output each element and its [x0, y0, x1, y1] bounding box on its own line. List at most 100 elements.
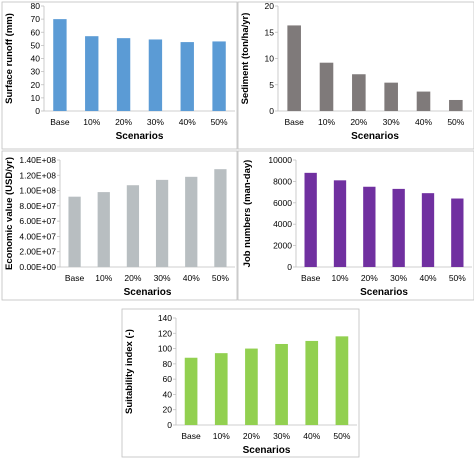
y-tick-label: 1.00E+08 [19, 186, 56, 196]
bar-40pct [305, 340, 319, 425]
x-tick-label: Base [284, 117, 304, 127]
y-tick-label: 40 [31, 54, 41, 64]
x-tick-label: 50% [333, 431, 350, 441]
y-tick-label: 50 [31, 40, 41, 50]
y-tick-label: 20 [163, 405, 173, 415]
y-tick-label: 120 [158, 328, 172, 338]
y-tick-label: 5 [269, 80, 274, 90]
x-tick-label: 30% [390, 273, 407, 283]
y-tick-label: 0 [269, 106, 274, 116]
bar-20pct [126, 185, 140, 267]
y-tick-label: 2000 [273, 241, 292, 251]
bar-50pct [335, 336, 349, 425]
x-tick-label: 10% [318, 117, 335, 127]
chart-panel-4: 0 2000 4000 6000 8000 10000 Base 10% 20% 30% 40% 50… [237, 150, 474, 301]
x-tick-label: Base [65, 273, 85, 283]
y-tick-label: 1.40E+08 [19, 155, 56, 165]
chart-panel-5: 0 20 40 60 80 100 120 140 Base 10% 20% 30% 40% 50% Sce… [121, 308, 360, 458]
y-axis-title: Job numbers (man-day) [242, 160, 253, 268]
y-tick-label: 40 [163, 389, 173, 399]
y-tick-label: 70 [31, 14, 41, 24]
bar-50pct [214, 169, 227, 267]
x-tick-label: 30% [147, 117, 164, 127]
x-tick-label: Base [50, 117, 70, 127]
x-tick-label: 30% [383, 117, 400, 127]
bar-10pct [333, 180, 347, 267]
x-tick-label: 20% [124, 273, 141, 283]
bar-base [184, 357, 198, 425]
chart-frame [237, 150, 474, 301]
y-tick-label: 80 [31, 1, 41, 11]
x-axis-title: Scenarios [243, 445, 291, 456]
x-tick-label: 10% [95, 273, 112, 283]
x-tick-label: 50% [211, 117, 228, 127]
y-tick-label: 0.00E+00 [19, 262, 56, 272]
x-tick-label: 40% [303, 431, 320, 441]
bar-20pct [245, 348, 258, 425]
x-tick-label: 40% [179, 117, 196, 127]
bar-50pct [451, 198, 464, 267]
bar-base [53, 19, 67, 111]
x-tick-label: 40% [183, 273, 200, 283]
y-tick-label: 100 [158, 344, 172, 354]
x-tick-label: 40% [419, 273, 436, 283]
y-tick-label: 10000 [268, 155, 292, 165]
bar-20pct [116, 38, 131, 111]
y-tick-label: 140 [158, 313, 172, 323]
x-tick-label: 20% [115, 117, 132, 127]
y-tick-label: 0 [167, 420, 172, 430]
bar-30pct [275, 343, 288, 425]
bar-base [304, 172, 317, 267]
bar-30pct [155, 179, 169, 267]
y-tick-label: 15 [265, 27, 275, 37]
chart-frame [121, 308, 360, 458]
y-tick-label: 10 [31, 93, 41, 103]
x-axis-title: Scenarios [360, 287, 408, 298]
bar-30pct [384, 82, 398, 111]
chart-panel-3: 0.00E+00 2.00E+07 4.00E+07 6.00E+07 8.00E+07… [1, 150, 238, 301]
x-axis-title: Scenarios [351, 131, 399, 142]
y-tick-label: 20 [31, 80, 41, 90]
y-tick-label: 20 [265, 1, 275, 11]
chart-frame [1, 150, 238, 301]
x-tick-label: Base [301, 273, 321, 283]
x-tick-label: 10% [213, 431, 230, 441]
y-tick-label: 6.00E+07 [19, 216, 56, 226]
x-tick-label: 50% [449, 273, 466, 283]
x-tick-label: 50% [212, 273, 229, 283]
bar-40pct [180, 42, 194, 111]
y-tick-label: 8.00E+07 [19, 201, 56, 211]
x-tick-label: 30% [154, 273, 171, 283]
y-axis-title: Surface runoff (mm) [4, 13, 15, 104]
bar-10pct [85, 36, 99, 111]
chart-frame [1, 1, 238, 150]
x-axis-title: Scenarios [116, 131, 164, 142]
bar-40pct [185, 176, 198, 267]
bar-20pct [352, 74, 366, 111]
y-tick-label: 0 [35, 106, 40, 116]
y-axis-title: Economic value (USD/yr) [4, 157, 15, 270]
x-tick-label: 20% [350, 117, 367, 127]
x-axis-title: Scenarios [124, 287, 172, 298]
bar-10pct [97, 192, 110, 267]
bar-10pct [214, 353, 228, 425]
x-tick-label: 20% [361, 273, 378, 283]
bar-base [68, 196, 81, 267]
bar-30pct [392, 188, 405, 267]
bar-50pct [449, 99, 463, 111]
bar-50pct [212, 41, 226, 111]
x-tick-label: 30% [273, 431, 290, 441]
y-tick-label: 60 [163, 374, 173, 384]
y-tick-label: 6000 [273, 198, 292, 208]
bar-40pct [416, 91, 431, 111]
y-tick-label: 30 [31, 67, 41, 77]
bar-10pct [319, 62, 334, 111]
y-tick-label: 80 [163, 359, 173, 369]
x-tick-label: 50% [447, 117, 464, 127]
chart-panel-1: 0 10 20 30 40 50 60 70 80 Base 10% 20% 30% 40% 50% Scen… [1, 1, 238, 150]
y-tick-label: 8000 [273, 176, 292, 186]
y-tick-label: 4.00E+07 [19, 231, 56, 241]
bar-20pct [363, 186, 376, 267]
y-tick-label: 2.00E+07 [19, 247, 56, 257]
